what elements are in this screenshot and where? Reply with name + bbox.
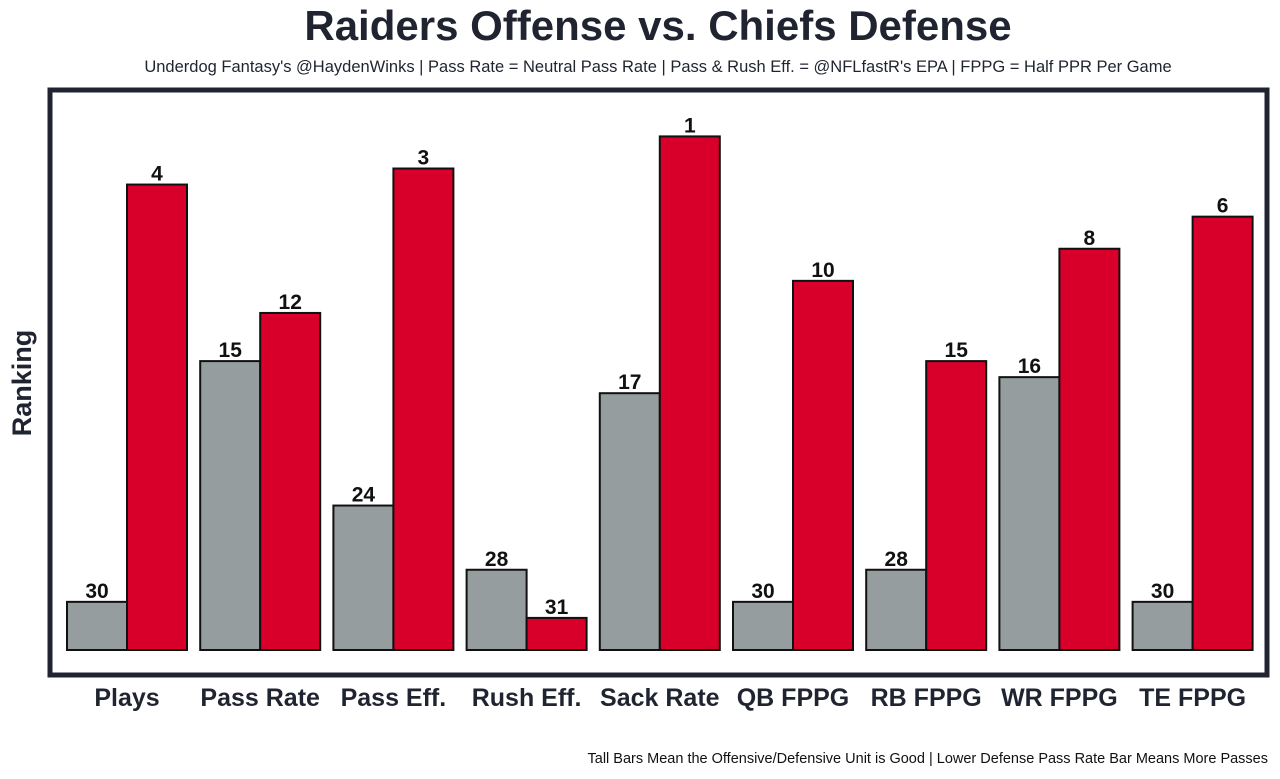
bar-defense-rb-fppg [925,360,988,651]
data-label-offense-qb-fppg: 30 [751,580,774,603]
bar-defense-rush-eff [525,616,588,652]
x-tick-label-te-fppg: TE FPPG [1139,684,1246,712]
data-label-defense-sack-rate: 1 [684,114,696,137]
chart-title: Raiders Offense vs. Chiefs Defense [304,2,1012,49]
bar-defense-sack-rate [658,135,721,651]
data-label-offense-wr-fppg: 16 [1018,355,1041,378]
y-axis-label: Ranking [7,330,37,437]
x-tick-label-rush-eff: Rush Eff. [472,684,582,712]
bar-defense-pass-rate [259,311,322,651]
bar-offense-rush-eff [465,568,528,651]
x-tick-label-wr-fppg: WR FPPG [1001,684,1118,712]
data-label-offense-rush-eff: 28 [485,548,509,571]
x-tick-label-pass-rate: Pass Rate [200,684,320,712]
bar-offense-plays [66,600,128,651]
x-tick-label-plays: Plays [94,684,159,712]
data-label-defense-pass-eff: 3 [418,147,430,170]
data-label-defense-wr-fppg: 8 [1084,227,1096,250]
data-label-defense-pass-rate: 12 [279,291,302,314]
bar-offense-rb-fppg [865,568,928,651]
x-tick-label-pass-eff: Pass Eff. [341,684,447,712]
data-label-offense-pass-rate: 15 [219,339,243,362]
data-label-defense-rush-eff: 31 [545,596,569,619]
bar-offense-pass-rate [199,360,262,651]
x-tick-label-rb-fppg: RB FPPG [871,684,982,712]
bar-offense-qb-fppg [732,600,794,651]
data-label-defense-qb-fppg: 10 [811,259,834,282]
data-label-offense-pass-eff: 24 [352,484,376,507]
bar-offense-sack-rate [598,392,661,651]
bar-offense-pass-eff [332,504,395,651]
data-label-defense-plays: 4 [151,163,163,186]
data-label-offense-plays: 30 [85,580,108,603]
plot-frame [47,87,1270,678]
bar-defense-qb-fppg [792,279,854,651]
bar-defense-plays [126,183,188,652]
bar-defense-pass-eff [392,167,455,651]
data-label-offense-sack-rate: 17 [618,371,641,394]
data-label-defense-te-fppg: 6 [1217,195,1229,218]
data-label-offense-rb-fppg: 28 [885,548,909,571]
data-label-offense-te-fppg: 30 [1151,580,1174,603]
data-label-defense-rb-fppg: 15 [945,339,969,362]
x-tick-label-qb-fppg: QB FPPG [737,684,850,712]
bar-offense-wr-fppg [998,376,1061,651]
bar-defense-te-fppg [1191,215,1254,651]
bar-offense-te-fppg [1131,600,1194,651]
x-tick-label-sack-rate: Sack Rate [600,684,720,712]
chart-subtitle: Underdog Fantasy's @HaydenWinks | Pass R… [144,58,1172,76]
chart-footnote: Tall Bars Mean the Offensive/Defensive U… [587,751,1268,767]
bar-defense-wr-fppg [1058,247,1121,651]
